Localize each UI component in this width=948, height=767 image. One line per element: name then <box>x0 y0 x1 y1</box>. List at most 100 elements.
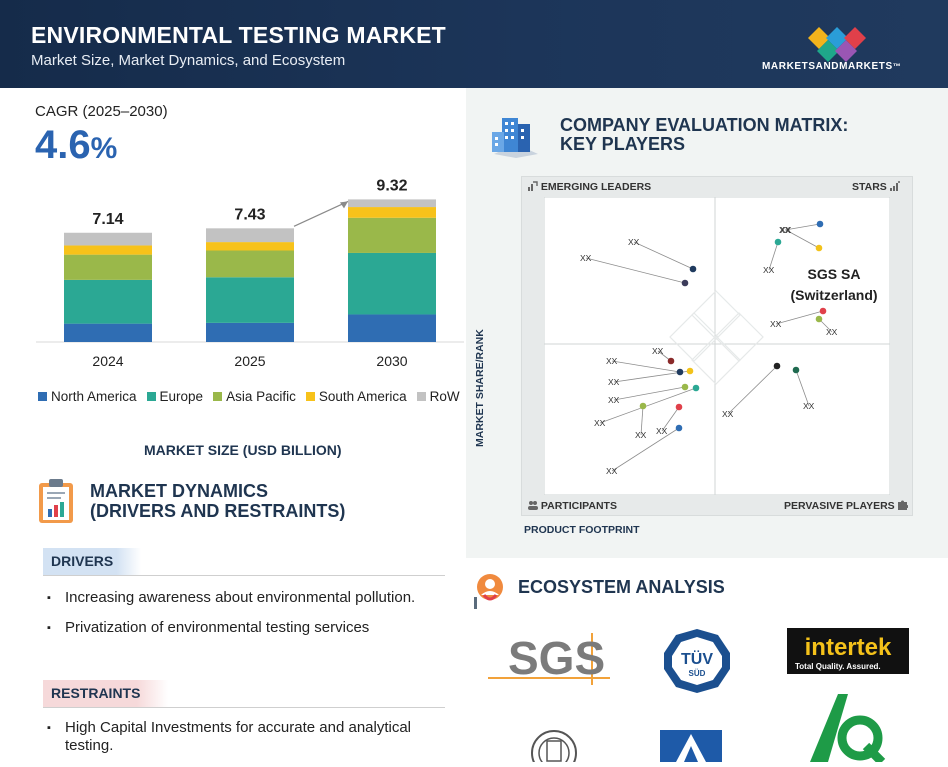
tuv-logo-mark: TÜV SÜD <box>664 629 730 693</box>
company-dot <box>774 238 782 246</box>
quadrant-stars: STARS <box>852 181 900 193</box>
bar-segment-south-america <box>64 245 152 255</box>
company-matrix-title: COMPANY EVALUATION MATRIX: KEY PLAYERS <box>560 116 848 154</box>
company-dot <box>681 279 689 287</box>
bar-total-label: 9.32 <box>376 177 407 194</box>
sgs-logo-mark: SGS <box>488 632 610 685</box>
x-tick-label: 2025 <box>234 353 265 369</box>
tuv-logo-main: TÜV <box>681 649 713 668</box>
company-connector <box>599 387 697 424</box>
company-label: XX <box>628 237 640 247</box>
buildings-icon <box>492 118 538 158</box>
page-subtitle: Market Size, Market Dynamics, and Ecosys… <box>31 52 346 69</box>
company-matrix-title-line1: COMPANY EVALUATION MATRIX: <box>560 115 849 135</box>
bar-segment-europe <box>64 279 152 324</box>
company-label: XX <box>580 253 592 263</box>
company-connector <box>795 369 810 407</box>
company-label: XX <box>656 426 668 436</box>
company-dot <box>686 367 694 375</box>
company-dot <box>667 357 675 365</box>
aq-logo-mark <box>810 694 886 762</box>
market-dynamics-title-line2: (DRIVERS AND RESTRAINTS) <box>90 501 346 521</box>
puzzle-icon <box>897 500 908 510</box>
legend-label: RoW <box>429 389 460 404</box>
highlight-company-name: SGS SA <box>808 266 861 282</box>
company-label: XX <box>763 265 775 275</box>
matrix-x-axis-label: PRODUCT FOOTPRINT <box>524 524 640 536</box>
quadrant-emerging-leaders: EMERGING LEADERS <box>528 181 651 193</box>
legend-swatch <box>213 392 223 401</box>
drivers-header: DRIVERS <box>43 548 445 576</box>
company-dot <box>639 402 647 410</box>
brand-name: MARKETSANDMARKETS™ <box>762 61 901 72</box>
sgs-logo: SGS <box>488 625 610 685</box>
bar-total-label: 7.14 <box>92 211 123 228</box>
matrix-watermark-shape <box>691 290 741 340</box>
cagr-unit: % <box>90 132 118 165</box>
brand-tm: ™ <box>892 62 902 71</box>
chart-axis-caption: MARKET SIZE (USD BILLION) <box>144 442 342 458</box>
company-connector <box>611 360 681 373</box>
company-label: XX <box>594 418 606 428</box>
market-dynamics-title: MARKET DYNAMICS (DRIVERS AND RESTRAINTS) <box>90 481 345 521</box>
company-connector <box>585 257 686 284</box>
restraints-label: RESTRAINTS <box>43 680 169 707</box>
company-dot <box>792 366 800 374</box>
company-label: XX <box>608 395 620 405</box>
matrix-watermark-shape <box>691 335 741 385</box>
company-label: XX <box>608 377 620 387</box>
ecosystem-person-icon <box>474 574 503 609</box>
company-dot <box>819 307 827 315</box>
bureau-veritas-logo <box>528 727 580 762</box>
x-tick-label: 2030 <box>376 353 407 369</box>
sgs-logo-text: SGS <box>508 632 605 684</box>
company-dot <box>676 368 684 376</box>
drivers-list: Increasing awareness about environmental… <box>47 589 442 649</box>
company-connector <box>661 406 680 432</box>
legend-item: Asia Pacific <box>213 389 296 404</box>
bar-segment-row <box>206 228 294 243</box>
legend-item: North America <box>38 389 137 404</box>
page-title: ENVIRONMENTAL TESTING MARKET <box>31 22 446 48</box>
participants-icon <box>528 501 538 510</box>
legend-item: Europe <box>146 389 204 404</box>
quadrant-participants-label: PARTICIPANTS <box>540 500 617 512</box>
quadrant-stars-label: STARS <box>852 181 887 193</box>
legend-label: Asia Pacific <box>226 389 296 404</box>
company-connector <box>633 241 694 270</box>
aq-company-logo <box>808 690 888 762</box>
bar-segment-asia-pacific <box>206 250 294 278</box>
company-label: XX <box>606 356 618 366</box>
quadrant-participants: PARTICIPANTS <box>528 500 617 512</box>
chart-legend: North America Europe Asia Pacific South Ame… <box>38 389 470 404</box>
legend-swatch <box>38 392 47 401</box>
company-dot <box>815 315 823 323</box>
bar-segment-north-america <box>348 314 436 342</box>
restraints-header: RESTRAINTS <box>43 680 445 708</box>
matrix-plot-area <box>544 197 890 495</box>
intertek-logo: intertek Total Quality. Assured. <box>787 628 909 674</box>
tuv-sud-logo: TÜV SÜD <box>660 627 734 695</box>
bar-segment-south-america <box>348 207 436 218</box>
restraints-list: High Capital Investments for accurate an… <box>47 719 442 767</box>
bar-segment-row <box>64 232 152 246</box>
brand-name-text: MARKETSANDMARKETS <box>762 61 893 72</box>
legend-label: Europe <box>159 389 204 404</box>
company-connector <box>613 386 686 401</box>
intertek-logo-mark: intertek Total Quality. Assured. <box>795 634 892 671</box>
company-label: XX <box>779 225 791 235</box>
company-connector <box>640 405 644 436</box>
company-connector <box>611 427 680 472</box>
quadrant-emerging-label: EMERGING LEADERS <box>540 181 652 193</box>
legend-label: North America <box>51 389 137 404</box>
intertek-tagline: Total Quality. Assured. <box>795 662 881 671</box>
clipboard-chart-icon <box>39 479 73 523</box>
emerging-leaders-icon <box>528 181 538 191</box>
company-dot <box>816 220 824 228</box>
matrix-watermark-shape <box>669 312 719 362</box>
stars-icon <box>889 181 900 191</box>
intertek-logo-text: intertek <box>805 634 892 661</box>
blue-logo-mark <box>676 734 706 762</box>
company-connector <box>727 365 778 415</box>
